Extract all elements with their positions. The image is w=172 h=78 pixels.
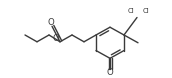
Text: O: O: [107, 68, 113, 77]
Text: Cl: Cl: [143, 8, 149, 14]
Text: O: O: [48, 18, 54, 27]
Text: Cl: Cl: [128, 8, 134, 14]
Text: O: O: [52, 34, 59, 43]
